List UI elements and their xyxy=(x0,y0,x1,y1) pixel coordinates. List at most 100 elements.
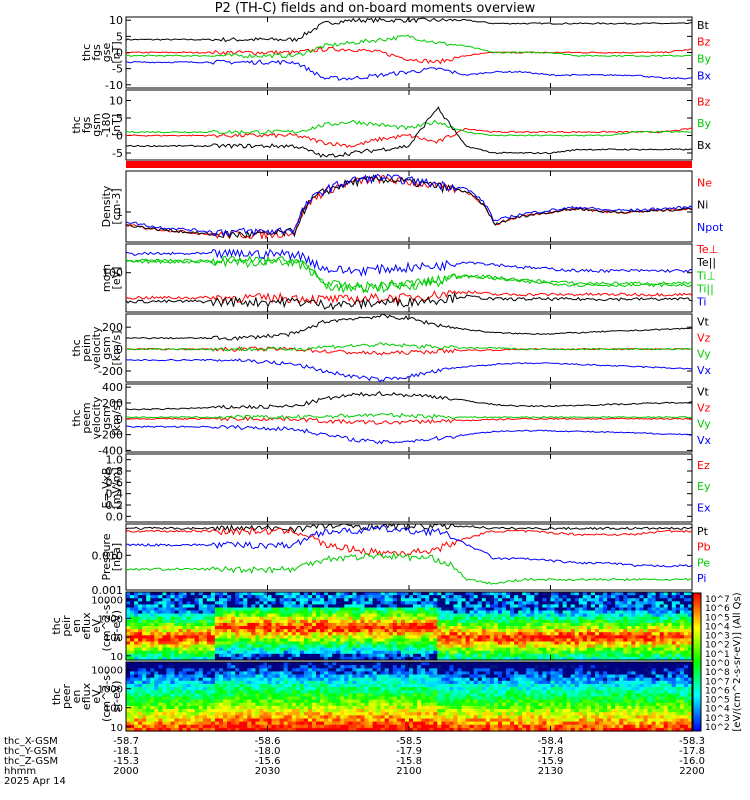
spectrogram-cell xyxy=(659,613,665,618)
spectrogram-cell xyxy=(599,638,604,643)
spectrogram-cell xyxy=(316,638,321,643)
spectrogram-cell xyxy=(231,650,236,655)
spectrogram-cell xyxy=(453,626,459,630)
spectrogram-cell xyxy=(376,665,382,669)
spectrogram-cell xyxy=(659,626,665,630)
spectrogram-cell xyxy=(190,616,196,621)
spectrogram-cell xyxy=(627,638,632,643)
spectrogram-cell xyxy=(235,721,240,726)
spectrogram-cell xyxy=(162,610,167,615)
spectrogram-cell xyxy=(578,595,584,599)
spectrogram-cell xyxy=(291,721,297,726)
spectrogram-cell xyxy=(130,656,135,661)
spectrogram-cell xyxy=(303,653,309,658)
spectrogram-cell xyxy=(550,638,556,643)
spectrogram-cell xyxy=(166,619,171,624)
spectrogram-cell xyxy=(324,598,329,602)
spectrogram-cell xyxy=(263,626,269,630)
spectrogram-cell xyxy=(546,610,552,615)
spectrogram-cell xyxy=(514,656,519,661)
spectrogram-cell xyxy=(320,592,325,596)
spectrogram-cell xyxy=(239,712,244,716)
spectrogram-cell xyxy=(223,684,228,688)
spectrogram-cell xyxy=(473,604,479,609)
spectrogram-cell xyxy=(299,662,305,666)
spectrogram-cell xyxy=(126,680,131,685)
spectrogram-cell xyxy=(324,718,329,723)
spectrogram-cell xyxy=(639,650,644,655)
spectrogram-cell xyxy=(348,680,353,685)
spectrogram-cell xyxy=(340,619,345,624)
legend-label-Ti||: Ti|| xyxy=(696,282,714,295)
spectrogram-cell xyxy=(376,684,382,688)
spectrogram-cell xyxy=(554,598,560,602)
spectrogram-cell xyxy=(497,644,503,649)
spectrogram-cell xyxy=(348,592,353,596)
spectrogram-cell xyxy=(198,619,204,624)
legend-label-Vt: Vt xyxy=(697,385,710,398)
spectrogram-cell xyxy=(154,635,159,639)
spectrogram-cell xyxy=(473,641,479,646)
spectrogram-cell xyxy=(182,702,188,707)
spectrogram-cell xyxy=(364,724,370,729)
spectrogram-cell xyxy=(413,715,418,719)
spectrogram-cell xyxy=(312,619,317,624)
spectrogram-cell xyxy=(368,604,374,609)
spectrogram-cell xyxy=(570,650,576,655)
spectrogram-cell xyxy=(283,724,289,729)
spectrogram-cell xyxy=(611,644,616,649)
spectrogram-cell xyxy=(655,650,661,655)
spectrogram-cell xyxy=(376,693,382,698)
spectrogram-cell xyxy=(239,705,244,710)
spectrogram-cell xyxy=(295,601,301,605)
spectrogram-cell xyxy=(239,638,244,643)
spectrogram-cell xyxy=(251,705,256,710)
spectrogram-cell xyxy=(194,604,200,609)
spectrogram-cell xyxy=(655,607,661,612)
spectrogram-cell xyxy=(546,641,552,646)
spectrogram-cell xyxy=(198,641,204,646)
spectrogram-cell xyxy=(376,656,382,661)
spectrogram-cell xyxy=(243,635,248,639)
spectrogram-cell xyxy=(425,656,430,661)
spectrogram-cell xyxy=(461,632,467,636)
spectrogram-cell xyxy=(449,595,454,599)
spectrogram-cell xyxy=(146,690,151,694)
spectrogram-cell xyxy=(574,616,580,621)
spectrogram-cell xyxy=(518,653,523,658)
spectrogram-cell xyxy=(449,619,454,624)
spectrogram-cell xyxy=(388,705,394,710)
spectrogram-cell xyxy=(566,638,572,643)
spectrogram-cell xyxy=(279,709,285,713)
spectrogram-cell xyxy=(348,665,353,669)
spectrogram-cell xyxy=(295,635,301,639)
spectrogram-cell xyxy=(251,607,256,612)
spectrogram-cell xyxy=(279,626,285,630)
spectrogram-cell xyxy=(303,610,309,615)
spectrogram-cell xyxy=(287,696,293,701)
spectrogram-cell xyxy=(340,598,345,602)
spectrogram-cell xyxy=(679,604,685,609)
spectrogram-cell xyxy=(223,671,228,676)
spectrogram-cell xyxy=(336,696,341,701)
spectrogram-cell xyxy=(651,647,657,652)
spectrogram-cell xyxy=(461,610,467,615)
spectrogram-cell xyxy=(578,626,584,630)
spectrogram-cell xyxy=(142,724,147,729)
spectrogram-cell xyxy=(344,629,349,633)
spectrogram-cell xyxy=(400,715,406,719)
spectrogram-cell xyxy=(348,674,353,679)
spectrogram-cell xyxy=(405,632,410,636)
spectrogram-cell xyxy=(190,641,196,646)
spectrogram-cell xyxy=(138,629,143,633)
spectrogram-cell xyxy=(283,601,289,605)
spectrogram-cell xyxy=(158,709,163,713)
spectrogram-cell xyxy=(409,690,414,694)
spectrogram-cell xyxy=(489,601,495,605)
spectrogram-cell xyxy=(263,592,269,596)
spectrogram-cell xyxy=(522,610,527,615)
spectrogram-cell xyxy=(380,629,386,633)
spectrogram-cell xyxy=(231,622,236,627)
spectrogram-cell xyxy=(275,709,281,713)
spectrogram-cell xyxy=(287,712,293,716)
